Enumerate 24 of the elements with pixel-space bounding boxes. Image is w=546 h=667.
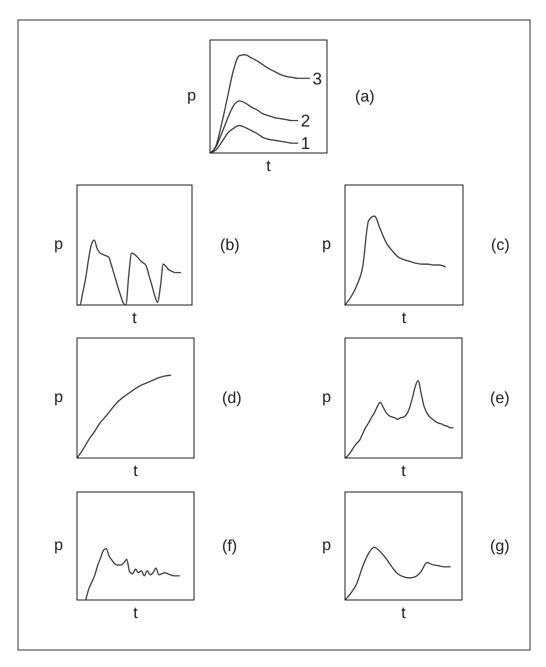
text: (g) [490,538,510,555]
y-axis-title: p [187,88,196,104]
text: (e) [490,390,510,407]
series-label: 2 [300,112,310,131]
y-axis-title: p [54,236,64,253]
y-axis-title: p [54,389,64,406]
text: (b) [220,237,240,254]
x-axis-title: t [402,310,407,327]
x-axis-title: t [266,158,272,175]
y-axis-title: p [322,389,332,406]
y-axis-title: p [322,537,332,554]
y-axis-title: p [322,236,332,253]
x-axis-title: t [132,310,138,327]
text: (c) [491,237,510,254]
x-axis-title: t [133,605,138,622]
text: (d) [222,390,242,407]
series-label: 1 [300,134,310,154]
text: (f) [222,538,238,555]
x-axis-title: t [133,463,138,480]
series-label: 3 [312,69,322,88]
text: (a) [355,88,375,106]
x-axis-title: t [401,605,406,622]
x-axis-title: t [401,463,406,480]
y-axis-title: p [54,537,64,554]
